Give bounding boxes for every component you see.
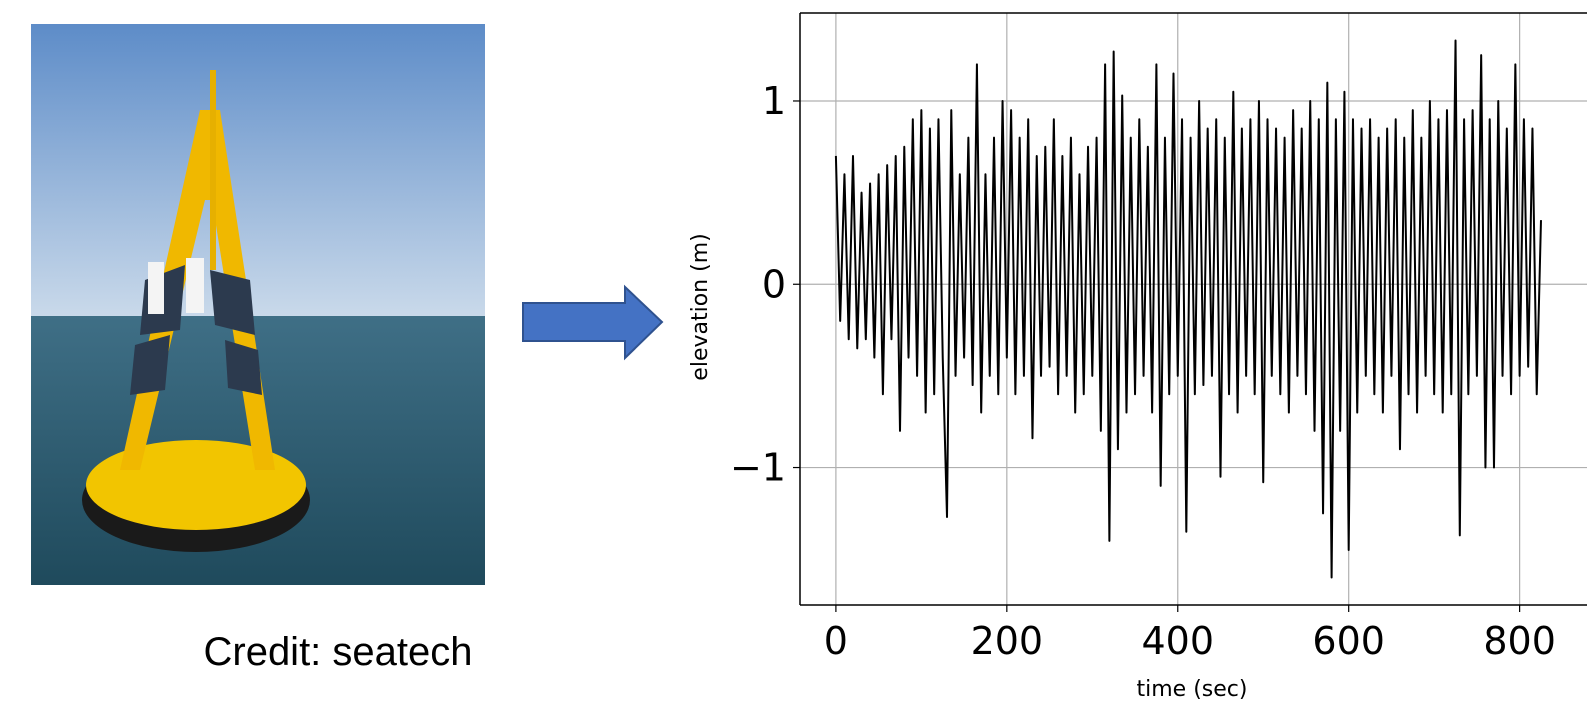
buoy-deck <box>86 440 306 530</box>
y-tick-label: −1 <box>730 446 786 490</box>
buoy-canister <box>186 258 204 313</box>
data-line <box>834 39 1542 579</box>
y-axis-label: elevation (m) <box>688 233 713 380</box>
x-tick-label: 400 <box>1141 619 1214 663</box>
y-tick-label: 1 <box>762 79 786 123</box>
photo <box>31 24 485 585</box>
solar-panel <box>210 270 255 335</box>
x-tick-label: 600 <box>1312 619 1385 663</box>
x-tick-label: 200 <box>971 619 1044 663</box>
y-tick-label: 0 <box>762 262 786 306</box>
buoy-mast <box>210 70 216 270</box>
photo-caption: Credit: seatech <box>203 630 472 674</box>
x-axis-label: time (sec) <box>1137 677 1248 702</box>
arrow <box>522 284 664 361</box>
solar-panel <box>130 335 170 395</box>
buoy-canister <box>148 262 164 314</box>
solar-panel <box>225 340 262 395</box>
x-tick-label: 800 <box>1483 619 1556 663</box>
plot: 0 200 400 600 800 −1 0 1 time (sec) elevation (m) <box>688 12 1587 702</box>
photo-sky <box>31 24 485 316</box>
x-tick-label: 0 <box>824 619 848 663</box>
